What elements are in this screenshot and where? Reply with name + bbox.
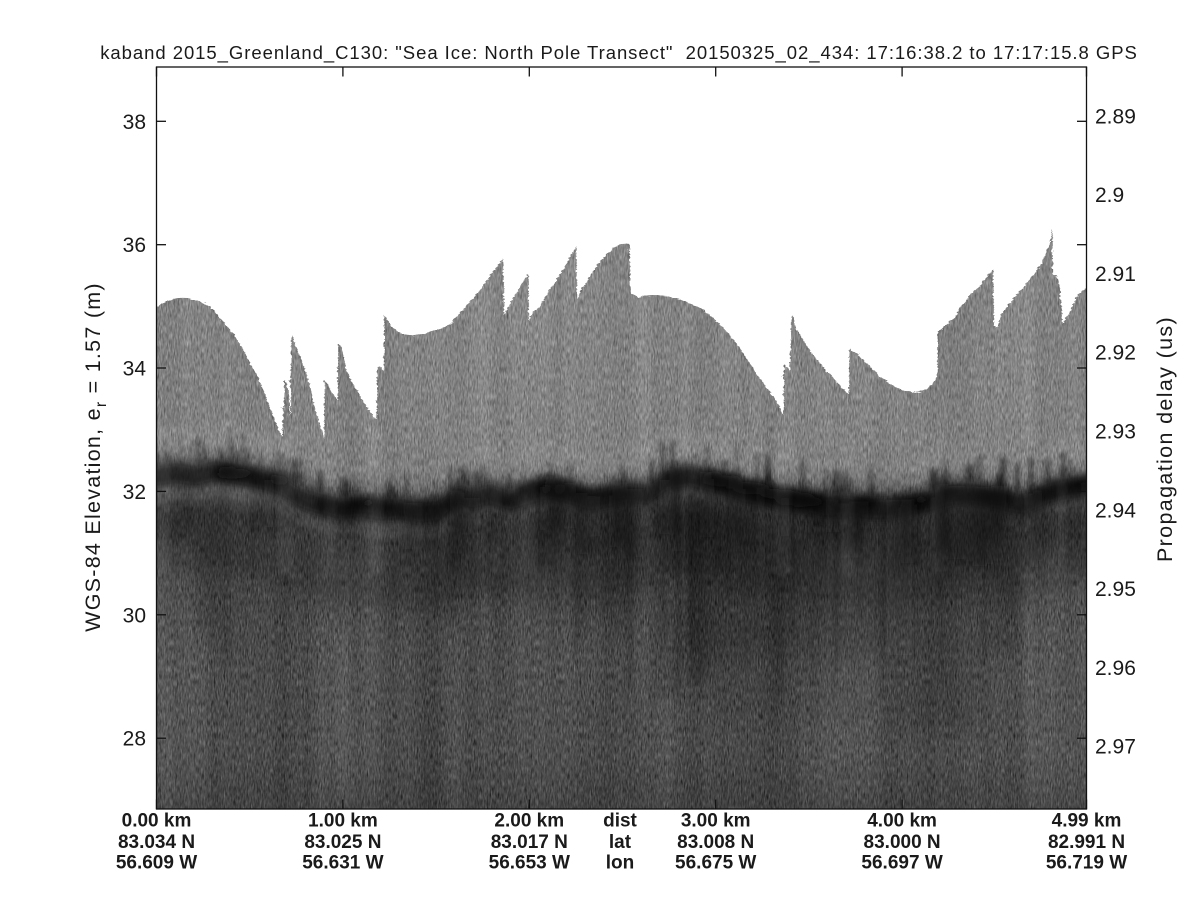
svg-text:4.99 km: 4.99 km (1052, 811, 1122, 832)
svg-text:1.00 km: 1.00 km (308, 811, 378, 832)
svg-text:Propagation delay (us): Propagation delay (us) (1153, 316, 1177, 562)
svg-text:2.96: 2.96 (1095, 657, 1136, 680)
svg-text:56.653 W: 56.653 W (489, 852, 570, 873)
svg-text:56.631 W: 56.631 W (302, 852, 383, 873)
svg-text:lat: lat (609, 832, 632, 853)
svg-text:2.93: 2.93 (1095, 421, 1136, 444)
svg-text:2.91: 2.91 (1095, 263, 1136, 286)
svg-text:30: 30 (123, 604, 146, 627)
svg-text:2.92: 2.92 (1095, 342, 1136, 365)
svg-text:2.9: 2.9 (1095, 184, 1124, 207)
svg-text:83.017 N: 83.017 N (491, 832, 568, 853)
svg-text:38: 38 (123, 111, 146, 134)
svg-text:83.025 N: 83.025 N (304, 832, 381, 853)
svg-text:0.00 km: 0.00 km (122, 811, 192, 832)
svg-text:82.991 N: 82.991 N (1048, 832, 1125, 853)
svg-text:28: 28 (123, 728, 146, 751)
svg-text:56.697 W: 56.697 W (861, 852, 942, 873)
svg-text:83.034 N: 83.034 N (118, 832, 195, 853)
svg-text:34: 34 (123, 358, 147, 381)
svg-text:4.00 km: 4.00 km (867, 811, 937, 832)
svg-text:dist: dist (603, 811, 637, 832)
svg-text:2.97: 2.97 (1095, 736, 1136, 759)
svg-text:56.719 W: 56.719 W (1046, 852, 1127, 873)
svg-text:lon: lon (606, 852, 635, 873)
svg-text:2.95: 2.95 (1095, 578, 1136, 601)
svg-text:56.609 W: 56.609 W (116, 852, 197, 873)
svg-text:32: 32 (123, 481, 146, 504)
svg-text:kaband 2015_Greenland_C130: "S: kaband 2015_Greenland_C130: "Sea Ice: No… (100, 42, 1138, 64)
svg-text:2.00 km: 2.00 km (494, 811, 564, 832)
svg-text:3.00 km: 3.00 km (681, 811, 751, 832)
svg-text:83.000 N: 83.000 N (864, 832, 941, 853)
svg-text:2.94: 2.94 (1095, 499, 1136, 522)
svg-text:2.89: 2.89 (1095, 105, 1136, 128)
svg-text:56.675 W: 56.675 W (675, 852, 756, 873)
svg-text:83.008 N: 83.008 N (677, 832, 754, 853)
svg-text:36: 36 (123, 234, 146, 257)
